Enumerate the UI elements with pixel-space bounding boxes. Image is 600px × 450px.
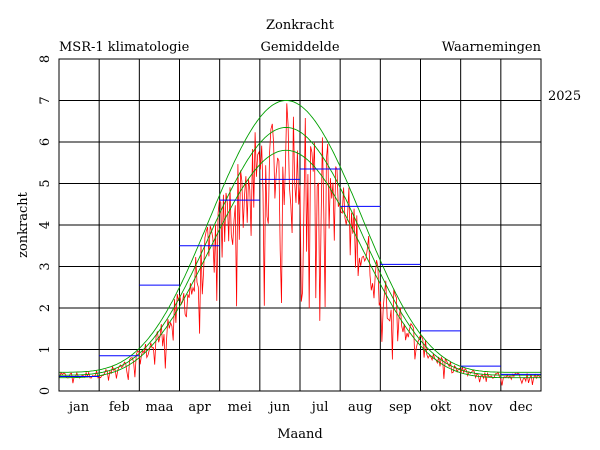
x-tick-jun: jun [268, 400, 291, 415]
y-tick-4: 4 [38, 221, 53, 229]
x-tick-aug: aug [348, 400, 372, 415]
x-axis-label: Maand [277, 427, 323, 442]
climatology-series [59, 100, 541, 379]
y-tick-labels: 0 1 2 3 4 5 6 7 8 [38, 55, 53, 395]
x-tick-labels: jan feb maa apr mei jun jul aug sep okt nov dec [67, 400, 533, 415]
y-axis-label: zonkracht [16, 191, 31, 258]
y-tick-6: 6 [38, 138, 53, 146]
y-tick-1: 1 [38, 345, 53, 353]
x-tick-feb: feb [109, 400, 130, 415]
y-tick-8: 8 [38, 55, 53, 63]
climatology-curve-max [59, 100, 541, 373]
y-tick-3: 3 [38, 262, 53, 270]
x-tick-maa: maa [146, 400, 174, 415]
x-tick-sep: sep [389, 400, 412, 415]
y-tick-7: 7 [38, 96, 53, 104]
climatology-curve-min [59, 149, 541, 379]
y-tick-2: 2 [38, 304, 53, 312]
x-tick-dec: dec [509, 400, 532, 415]
x-tick-mei: mei [228, 400, 252, 415]
x-tick-okt: okt [430, 400, 452, 415]
y-tick-5: 5 [38, 179, 53, 187]
x-tick-jan: jan [67, 400, 90, 415]
monthly-average-series [59, 168, 541, 377]
x-tick-jul: jul [310, 400, 329, 415]
legend-climatology: MSR-1 klimatologie [59, 40, 190, 55]
legend-average: Gemiddelde [260, 40, 339, 55]
climatology-curve-mean [59, 127, 541, 376]
year-label: 2025 [548, 89, 581, 104]
grid-lines [59, 59, 541, 391]
legend-observations: Waarnemingen [442, 40, 542, 55]
x-tick-apr: apr [188, 400, 211, 415]
x-tick-nov: nov [469, 400, 493, 415]
y-tick-0: 0 [38, 387, 53, 395]
plot-frame [58, 58, 542, 392]
chart-title: Zonkracht [266, 18, 335, 33]
